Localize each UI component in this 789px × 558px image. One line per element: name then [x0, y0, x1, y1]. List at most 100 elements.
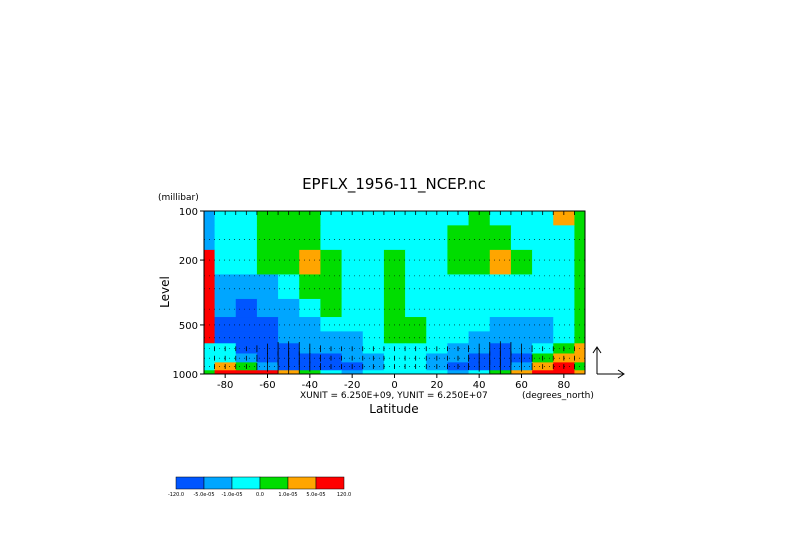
field-cell [235, 225, 258, 251]
field-cell [510, 274, 533, 300]
field-cell [235, 317, 258, 332]
field-cell [447, 331, 470, 344]
colorbar-label: -5.0e-05 [194, 492, 215, 498]
field-cell [299, 211, 321, 226]
field-cell [574, 249, 586, 275]
field-cell [468, 249, 491, 275]
field-cell [341, 298, 364, 318]
colorbar-swatch [203, 476, 233, 490]
y-tick-label: 200 [179, 256, 198, 267]
y-tick-label: 100 [179, 207, 198, 218]
field-cell [532, 298, 554, 318]
colorbar-label: 120.0 [337, 492, 351, 498]
field-cell [320, 249, 343, 275]
field-cell [362, 298, 385, 318]
field-cell [383, 211, 406, 226]
field-cell [489, 331, 512, 344]
field-cell [341, 331, 364, 344]
field-cell [574, 211, 586, 226]
field-cell [447, 298, 470, 318]
field-cell [510, 317, 533, 332]
x-tick-label: 40 [473, 380, 486, 391]
field-cell [510, 249, 533, 275]
field-cell [320, 211, 343, 226]
field-cell [299, 298, 321, 318]
y-axis-label: Level [158, 276, 172, 308]
field-cell [320, 298, 343, 318]
field-cell [320, 274, 343, 300]
field-cell [426, 211, 448, 226]
field-cell [532, 249, 554, 275]
x-tick-label: -80 [217, 380, 233, 391]
field-cell [362, 274, 385, 300]
field-cell [278, 274, 300, 300]
field-cell [214, 317, 237, 332]
field-cell [532, 225, 554, 251]
field-cell [574, 370, 586, 375]
field-cell [256, 317, 279, 332]
x-axis-label: Latitude [369, 402, 418, 416]
field-cell [383, 225, 406, 251]
field-cell [214, 274, 237, 300]
field-cell [489, 274, 512, 300]
field-cell [574, 274, 586, 300]
field-cell [574, 298, 586, 318]
field-cell [426, 249, 448, 275]
field-cell [489, 211, 512, 226]
field-cell [532, 370, 554, 375]
field-cell [278, 211, 300, 226]
field-cell [553, 249, 575, 275]
field-cell [214, 249, 237, 275]
field-cell [320, 317, 343, 332]
field-cell [204, 298, 216, 318]
field-cell [278, 331, 300, 344]
field-cell [341, 249, 364, 275]
field-cell [574, 317, 586, 332]
colorbar-label: -120.0 [168, 492, 184, 498]
unit-note: XUNIT = 6.250E+09, YUNIT = 6.250E+07 [300, 391, 488, 401]
field-cell [235, 298, 258, 318]
y-tick-label: 500 [179, 321, 198, 332]
field-cell [553, 225, 575, 251]
field-cell [235, 249, 258, 275]
field-cell [299, 249, 321, 275]
field-cell [256, 225, 279, 251]
field-cell [553, 211, 575, 226]
field-cell [574, 225, 586, 251]
x-tick-label: -40 [302, 380, 318, 391]
field-cell [235, 274, 258, 300]
field-cell [299, 331, 321, 344]
field-cell [426, 274, 448, 300]
y-ticks: 100 200 500 1000 [173, 207, 204, 381]
field-cell [278, 317, 300, 332]
field-cell [383, 370, 406, 375]
field-cell [256, 274, 279, 300]
field-cell [532, 317, 554, 332]
field-cell [341, 274, 364, 300]
colorbar-swatch [259, 476, 289, 490]
field-cell [510, 370, 533, 375]
x-tick-label: 80 [557, 380, 570, 391]
field-cell [320, 225, 343, 251]
field-cell [383, 298, 406, 318]
field-cell [362, 331, 385, 344]
field-cell [405, 370, 427, 375]
field-cell [299, 225, 321, 251]
field-cell [235, 370, 258, 375]
colorbar-swatch [231, 476, 261, 490]
field-cell [405, 317, 427, 332]
x-tick-label: 60 [515, 380, 528, 391]
field-cell [278, 298, 300, 318]
field-cell [510, 331, 533, 344]
colorbar-swatch [175, 476, 205, 490]
field-cell [278, 249, 300, 275]
field-cell [256, 370, 279, 375]
field-cell [299, 370, 321, 375]
field-cell [405, 225, 427, 251]
x-units-label: (degrees_north) [522, 391, 594, 401]
field-cell [341, 317, 364, 332]
field-cell [447, 225, 470, 251]
field-cell [362, 370, 385, 375]
field-cell [362, 211, 385, 226]
field-cell [447, 211, 470, 226]
